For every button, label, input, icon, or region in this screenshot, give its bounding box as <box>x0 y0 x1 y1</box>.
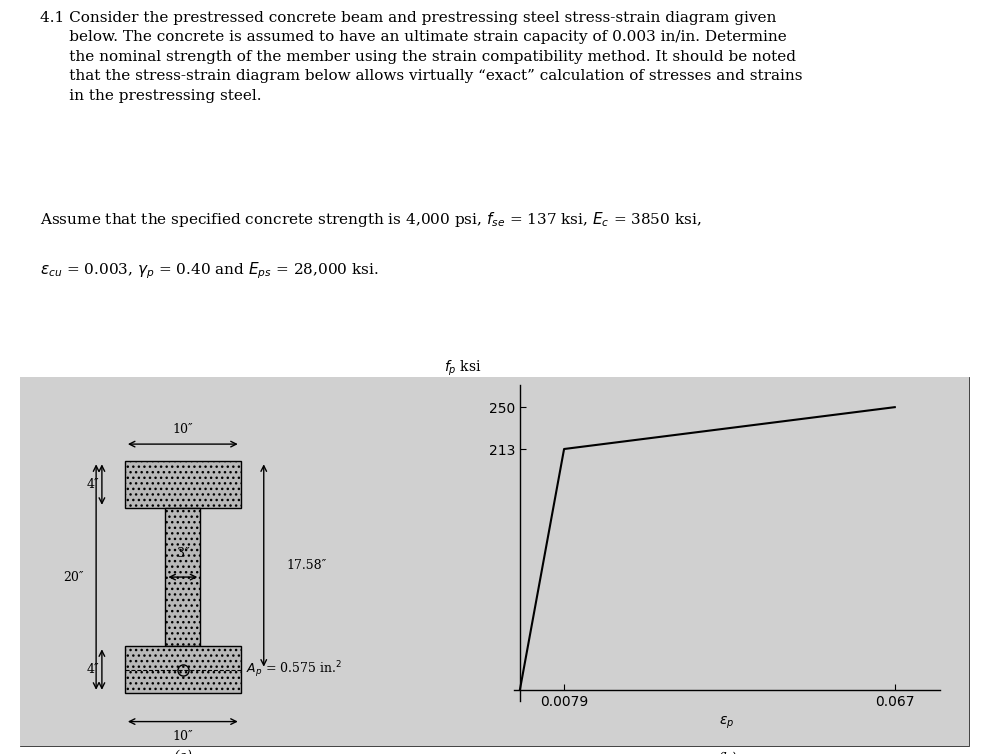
Text: 4″: 4″ <box>86 478 99 491</box>
FancyBboxPatch shape <box>20 377 969 746</box>
Bar <box>125 461 240 507</box>
Text: 20″: 20″ <box>62 571 83 584</box>
Text: (b): (b) <box>717 751 737 754</box>
Text: 17.58″: 17.58″ <box>287 559 327 572</box>
Text: 3″: 3″ <box>176 547 189 559</box>
X-axis label: $\varepsilon_p$: $\varepsilon_p$ <box>719 714 735 731</box>
Bar <box>125 646 240 693</box>
Text: Assume that the specified concrete strength is 4,000 psi, $f_{se}$ = 137 ksi, $E: Assume that the specified concrete stren… <box>40 210 701 229</box>
Text: $\varepsilon_{cu}$ = 0.003, $\gamma_p$ = 0.40 and $E_{ps}$ = 28,000 ksi.: $\varepsilon_{cu}$ = 0.003, $\gamma_p$ =… <box>40 261 378 281</box>
Text: 10″: 10″ <box>172 423 193 436</box>
Bar <box>165 507 200 646</box>
Text: (a): (a) <box>173 749 192 754</box>
Text: $A_p$ = 0.575 in.$^2$: $A_p$ = 0.575 in.$^2$ <box>246 659 342 680</box>
Y-axis label: $f_p$ ksi: $f_p$ ksi <box>444 359 482 379</box>
Text: 4″: 4″ <box>86 663 99 676</box>
Text: 4.1 Consider the prestressed concrete beam and prestressing steel stress-strain : 4.1 Consider the prestressed concrete be… <box>40 11 802 103</box>
Text: 10″: 10″ <box>172 730 193 743</box>
